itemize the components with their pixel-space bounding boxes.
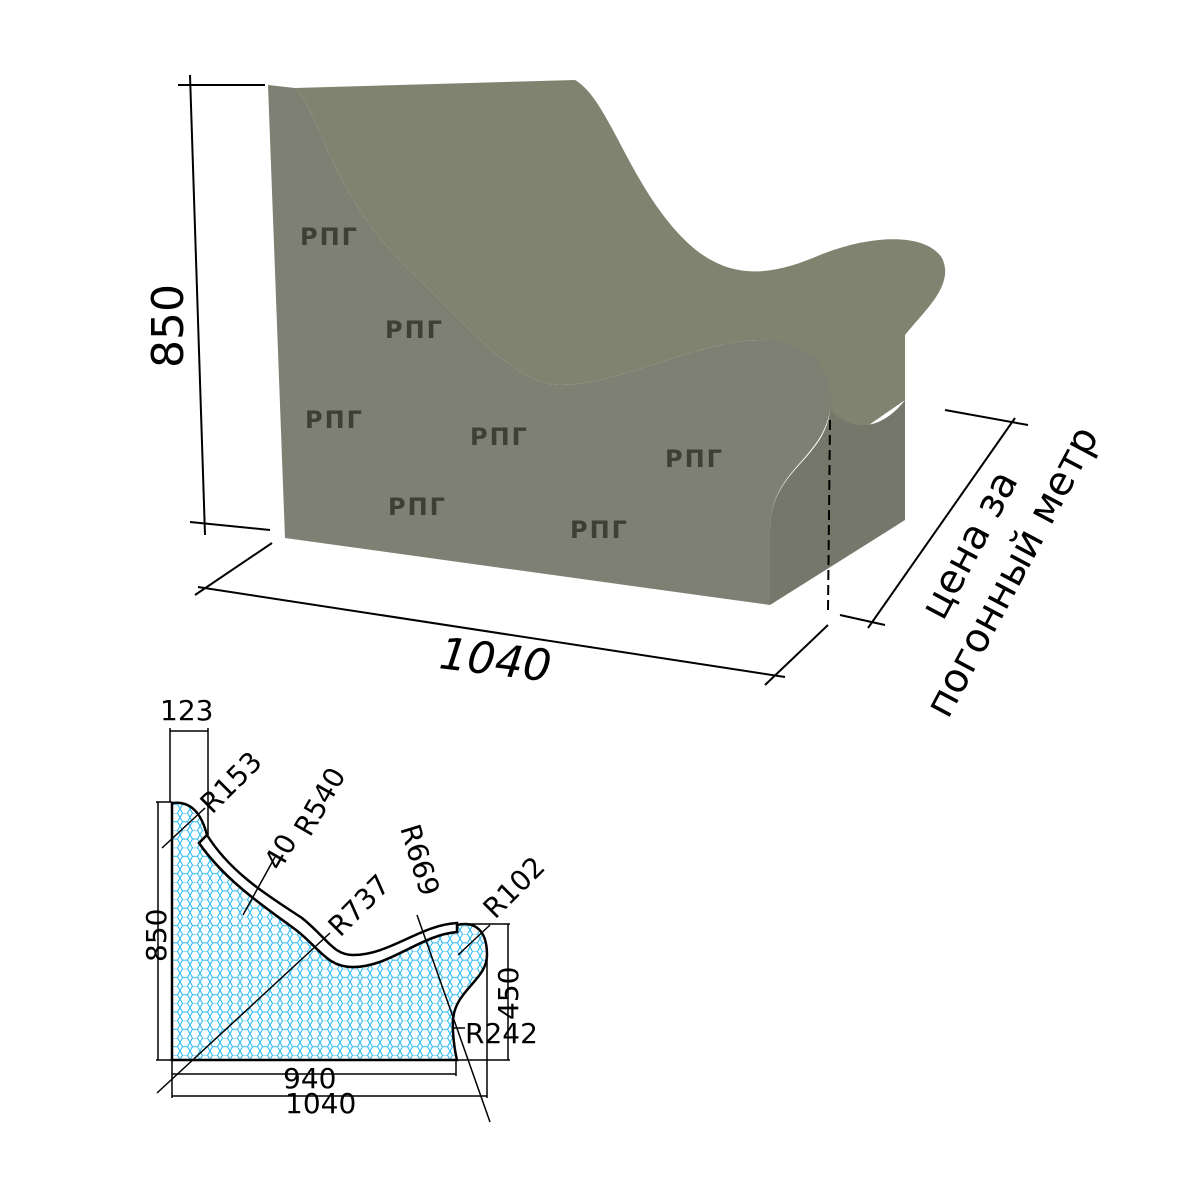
dim-850: 850 — [140, 909, 173, 962]
logo-text: РПГ — [385, 316, 444, 344]
logo-text: РПГ — [665, 445, 724, 473]
dim-940: 940 — [283, 1062, 336, 1095]
logo-text: РПГ — [300, 223, 359, 251]
logo-text: РПГ — [305, 406, 364, 434]
dim-40: 40 — [257, 828, 303, 875]
dim-r153: R153 — [194, 745, 269, 820]
dim-r669: R669 — [393, 820, 446, 899]
side-face — [770, 400, 905, 605]
dim-r242: R242 — [465, 1017, 538, 1050]
height-dimension: 850 — [143, 284, 194, 368]
hidden-edge — [827, 419, 831, 611]
dim-450: 450 — [492, 967, 525, 1020]
top-surface — [295, 80, 946, 452]
dim-r737: R737 — [322, 868, 397, 943]
logo-text: РПГ — [570, 516, 629, 544]
front-face — [268, 85, 831, 605]
logo-text: РПГ — [470, 423, 529, 451]
top-layer-section — [197, 833, 459, 969]
render-dimension-lines — [178, 74, 1029, 686]
dim-r540: R540 — [287, 762, 352, 842]
dim-123: 123 — [160, 694, 213, 727]
foam-block-render: РПГ РПГ РПГ РПГ РПГ РПГ РПГ — [268, 80, 946, 611]
dim-1040: 1040 — [285, 1087, 356, 1120]
logo-text: РПГ — [388, 493, 447, 521]
cross-section-drawing — [156, 728, 510, 1123]
dim-r102: R102 — [477, 850, 552, 925]
